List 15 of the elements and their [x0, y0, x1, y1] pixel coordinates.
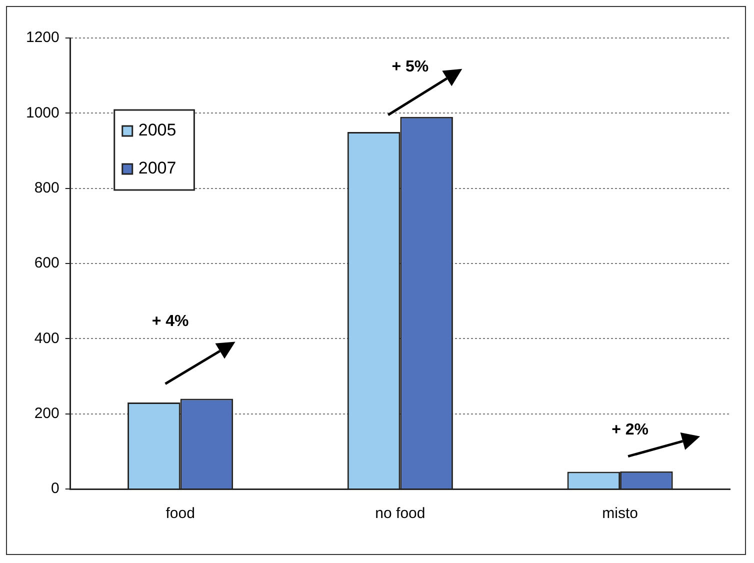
x-tick-label: misto [602, 505, 638, 522]
y-tick-label: 200 [34, 404, 60, 422]
legend-label: 2007 [138, 158, 176, 178]
annotation: + 5% [392, 58, 429, 76]
y-tick-label: 1000 [26, 104, 60, 122]
x-tick-label: food [166, 505, 195, 522]
y-tick-label: 600 [34, 254, 60, 272]
y-tick-label: 0 [51, 480, 60, 498]
annotation: + 4% [152, 313, 189, 330]
y-tick-label: 1200 [26, 29, 60, 46]
x-tick-label: no food [375, 505, 426, 522]
legend-label: 2005 [138, 120, 176, 140]
y-tick-label: 400 [34, 330, 60, 347]
annotation: + 2% [612, 422, 649, 439]
y-tick-label: 800 [34, 179, 60, 196]
